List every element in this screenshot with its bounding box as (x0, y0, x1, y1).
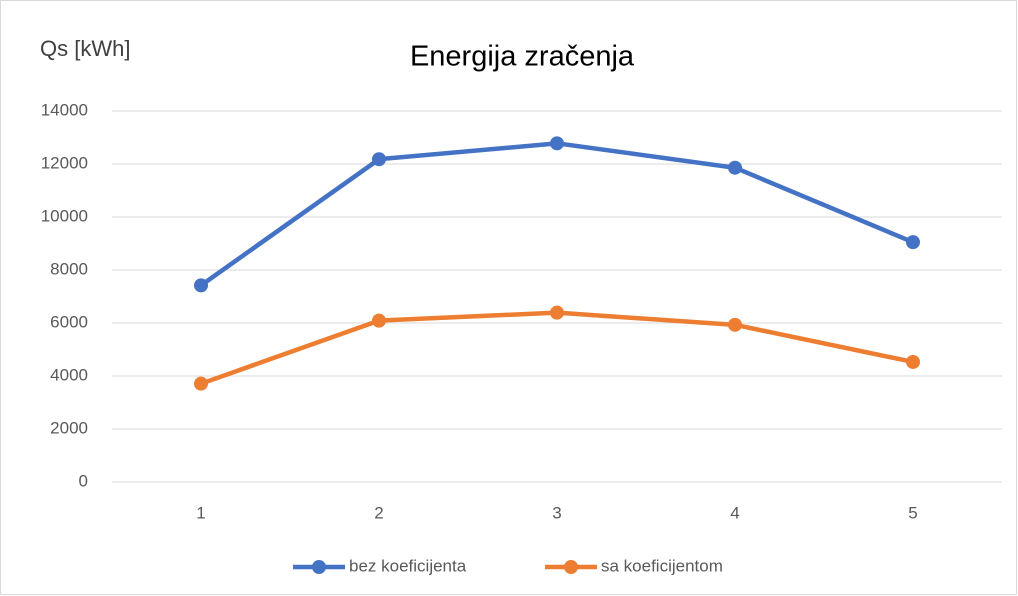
data-point (372, 313, 386, 328)
x-tick-label: 2 (374, 503, 383, 522)
data-point (550, 136, 564, 151)
data-point (906, 235, 920, 250)
y-tick-label: 14000 (41, 100, 88, 119)
data-point (728, 160, 742, 175)
y-tick-label: 12000 (41, 153, 88, 172)
y-tick-label: 10000 (41, 206, 88, 225)
y-axis-label: Qs [kWh] (40, 36, 130, 61)
legend-marker (564, 560, 578, 574)
legend-label: bez koeficijenta (349, 556, 467, 575)
y-tick-label: 6000 (50, 312, 88, 331)
y-tick-label: 0 (79, 471, 88, 490)
x-tick-label: 3 (552, 503, 561, 522)
data-point (194, 278, 208, 293)
chart-title: Energija zračenja (410, 41, 635, 73)
data-point (728, 317, 742, 332)
x-tick-label: 4 (730, 503, 739, 522)
data-point (372, 152, 386, 167)
data-point (550, 305, 564, 320)
data-point (194, 376, 208, 391)
data-point (906, 354, 920, 369)
legend-label: sa koeficijentom (601, 556, 723, 575)
y-tick-label: 2000 (50, 418, 88, 437)
x-tick-label: 5 (908, 503, 917, 522)
x-tick-label: 1 (196, 503, 205, 522)
y-tick-label: 8000 (50, 259, 88, 278)
legend-marker (312, 560, 326, 574)
y-tick-label: 4000 (50, 365, 88, 384)
